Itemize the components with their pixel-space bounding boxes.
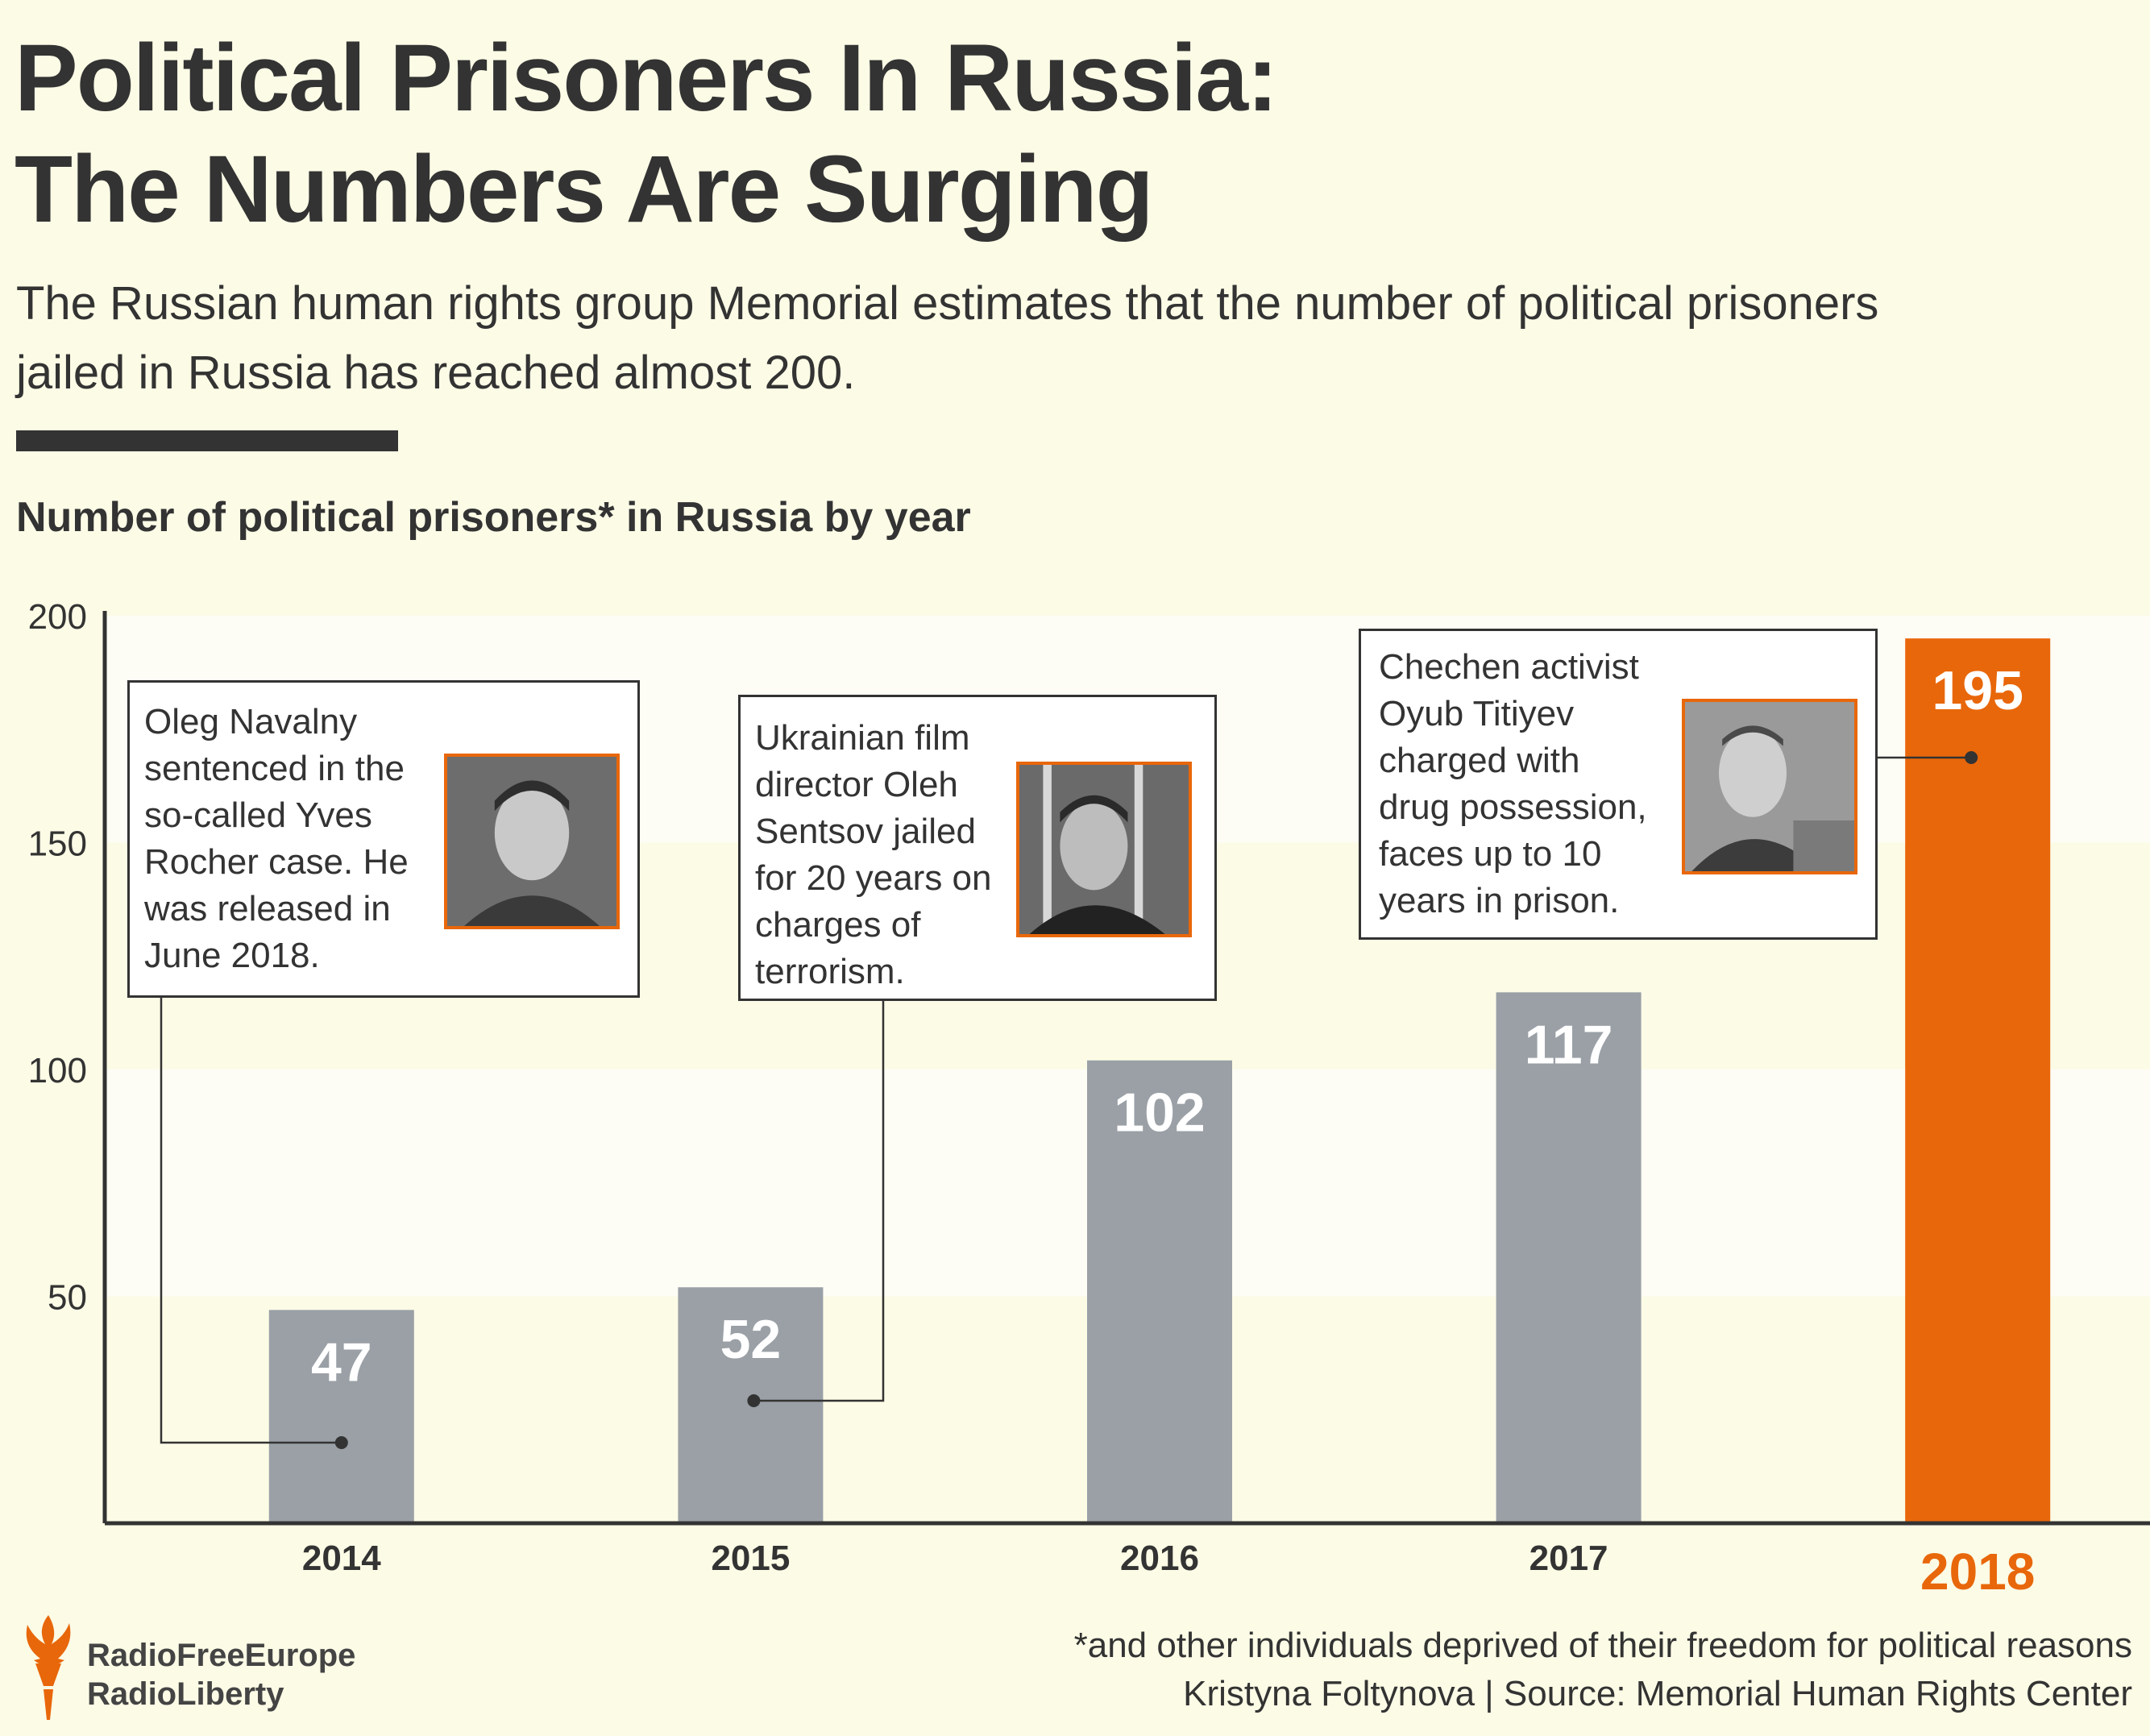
x-tick-label-2015: 2015 (711, 1539, 790, 1578)
subtitle: The Russian human rights group Memorial … (16, 269, 2031, 408)
footnote: *and other individuals deprived of their… (1073, 1626, 2132, 1665)
annotation-text-sentsov: Ukrainian film director Oleh Sentsov jai… (755, 718, 992, 991)
data-label-2015: 52 (720, 1309, 782, 1370)
x-tick-label-2016: 2016 (1120, 1539, 1199, 1578)
oyub-titiyev-photo (1682, 699, 1857, 874)
leader-line-navalny (160, 998, 342, 1444)
data-label-2018: 195 (1932, 660, 2023, 721)
leader-line-navalny-dot (334, 1436, 348, 1449)
annotation-box-navalny: Oleg Navalny sentenced in the so-called … (127, 680, 640, 998)
title-line-2: The Numbers Are Surging (15, 136, 1154, 243)
annotation-text-titiyev: Chechen activist Oyub Titiyev charged wi… (1379, 647, 1647, 920)
x-tick-label-2014: 2014 (302, 1539, 381, 1578)
data-label-2016: 102 (1114, 1082, 1205, 1144)
x-tick-label-2017: 2017 (1529, 1539, 1608, 1578)
bar-2017 (1496, 992, 1642, 1523)
y-tick-label: 100 (28, 1051, 87, 1090)
source-credit: Kristyna Foltynova | Source: Memorial Hu… (1183, 1674, 2132, 1713)
bar-2014 (268, 1310, 414, 1523)
annotation-box-titiyev: Chechen activist Oyub Titiyev charged wi… (1359, 629, 1878, 940)
torch-icon (26, 1615, 71, 1720)
data-label-2014: 47 (311, 1331, 372, 1393)
y-tick-label: 50 (48, 1278, 87, 1318)
subtitle-line-2: jailed in Russia has reached almost 200. (16, 347, 856, 399)
oleh-sentsov-photo (1016, 762, 1192, 937)
divider-rule (16, 430, 398, 451)
y-tick-label: 150 (28, 824, 87, 864)
chart-title: Number of political prisoners* in Russia… (16, 494, 971, 541)
rferl-logo: RadioFreeEurope RadioLiberty (16, 1612, 419, 1725)
oleg-navalny-photo (444, 754, 620, 929)
leader-line-titiyev-dot (1965, 751, 1978, 764)
annotation-text-navalny: Oleg Navalny sentenced in the so-called … (144, 702, 409, 975)
logo-line-1: RadioFreeEurope (87, 1638, 356, 1673)
y-tick-label: 200 (28, 597, 87, 637)
leader-line-sentsov-dot (747, 1394, 761, 1407)
x-tick-label-2018: 2018 (1920, 1543, 2035, 1601)
page-title: Political Prisoners In Russia: The Numbe… (15, 23, 1278, 245)
bar-2016 (1087, 1060, 1232, 1523)
data-label-2017: 117 (1525, 1014, 1613, 1075)
subtitle-line-1: The Russian human rights group Memorial … (16, 277, 1879, 330)
annotation-box-sentsov: Ukrainian film director Oleh Sentsov jai… (738, 695, 1217, 1001)
logo-text: RadioFreeEurope RadioLiberty (87, 1636, 355, 1713)
leader-line-sentsov (753, 1001, 885, 1402)
footer-credits: *and other individuals deprived of their… (1074, 1622, 2132, 1718)
bar-2018 (1905, 638, 2051, 1523)
title-line-1: Political Prisoners In Russia: (15, 25, 1278, 131)
logo-line-2: RadioLiberty (87, 1676, 284, 1712)
